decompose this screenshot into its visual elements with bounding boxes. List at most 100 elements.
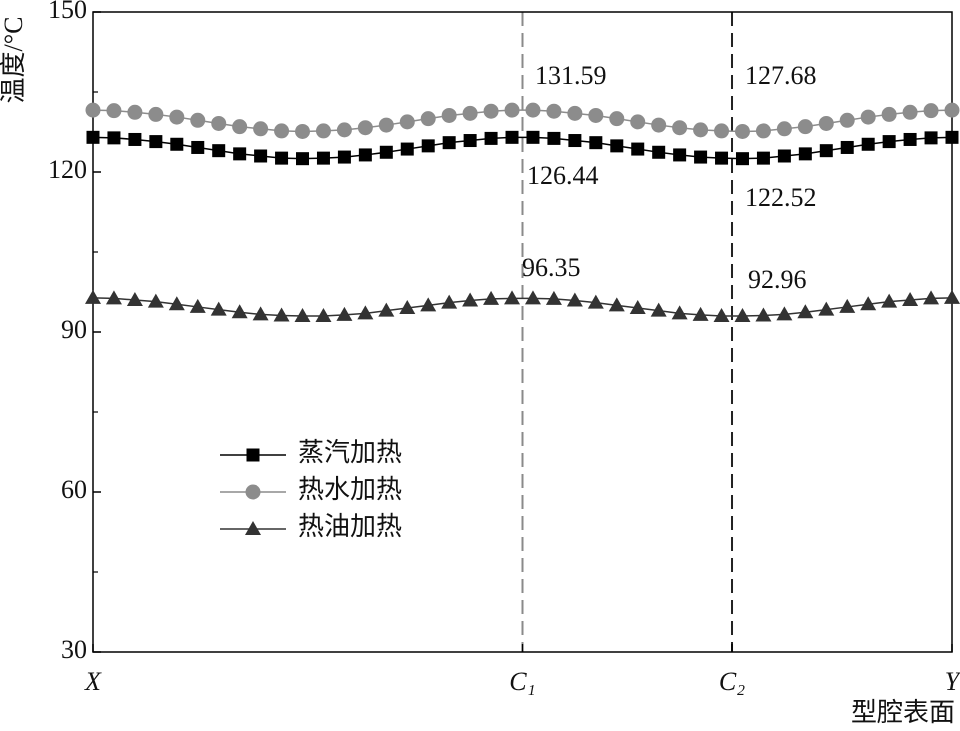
marker xyxy=(315,308,332,322)
marker xyxy=(923,103,939,119)
annotation: 127.68 xyxy=(745,61,817,90)
marker xyxy=(693,122,709,138)
marker xyxy=(462,292,479,307)
annotation: 122.52 xyxy=(745,183,817,212)
marker xyxy=(881,106,897,122)
marker xyxy=(441,294,458,309)
marker xyxy=(211,115,227,131)
marker xyxy=(421,139,435,153)
marker xyxy=(860,296,877,311)
marker xyxy=(379,145,393,159)
marker xyxy=(442,136,456,150)
marker xyxy=(861,137,875,151)
marker xyxy=(672,120,688,136)
marker xyxy=(85,289,101,304)
y-axis-label: 温度/°C xyxy=(0,17,28,104)
marker xyxy=(170,137,184,151)
marker xyxy=(147,293,164,308)
marker xyxy=(231,304,248,319)
marker xyxy=(358,148,372,162)
marker xyxy=(546,103,562,119)
marker xyxy=(190,112,206,128)
marker xyxy=(902,104,918,120)
marker xyxy=(168,296,185,311)
marker xyxy=(399,300,416,314)
marker xyxy=(673,148,687,162)
marker xyxy=(232,119,248,135)
marker xyxy=(692,306,709,321)
marker xyxy=(715,151,729,165)
marker xyxy=(797,304,814,319)
marker xyxy=(840,140,854,154)
marker xyxy=(797,119,813,135)
marker xyxy=(357,120,373,136)
marker xyxy=(86,130,100,144)
marker xyxy=(882,135,896,149)
marker xyxy=(128,132,142,146)
marker xyxy=(254,149,268,163)
marker xyxy=(524,290,541,305)
marker xyxy=(127,104,143,120)
marker xyxy=(337,150,351,164)
marker xyxy=(713,308,730,322)
marker xyxy=(568,134,582,148)
marker xyxy=(819,144,833,158)
marker xyxy=(547,131,561,145)
annotation: 92.96 xyxy=(748,265,807,294)
legend-marker xyxy=(245,484,261,500)
marker xyxy=(610,139,624,153)
marker xyxy=(126,292,143,306)
marker xyxy=(566,292,583,307)
marker xyxy=(839,112,855,128)
marker xyxy=(694,150,708,164)
marker xyxy=(483,290,500,305)
marker xyxy=(631,142,645,156)
marker xyxy=(818,115,834,131)
marker xyxy=(233,147,247,161)
x-tick-label: Y xyxy=(945,667,960,696)
marker xyxy=(420,297,437,312)
marker xyxy=(294,308,311,322)
marker xyxy=(776,306,793,321)
legend-label: 热水加热 xyxy=(298,475,402,504)
legend-marker xyxy=(245,521,261,535)
y-tick-label: 90 xyxy=(61,315,87,344)
marker xyxy=(755,123,771,139)
annotation: 126.44 xyxy=(527,161,599,190)
marker xyxy=(149,135,163,149)
marker xyxy=(189,298,206,313)
marker xyxy=(860,109,876,125)
marker xyxy=(296,152,310,166)
annotation: 96.35 xyxy=(522,253,581,282)
marker xyxy=(462,105,478,121)
marker xyxy=(526,130,540,144)
marker xyxy=(734,123,750,139)
marker xyxy=(378,302,395,317)
marker xyxy=(734,308,751,322)
marker xyxy=(525,102,541,118)
marker xyxy=(798,147,812,161)
marker xyxy=(735,152,749,166)
marker xyxy=(148,106,164,122)
marker xyxy=(944,102,960,118)
marker xyxy=(336,122,352,138)
marker xyxy=(274,123,290,139)
marker xyxy=(777,149,791,163)
marker xyxy=(107,131,121,145)
marker xyxy=(923,290,940,305)
marker xyxy=(630,114,646,130)
marker xyxy=(169,109,185,125)
legend-label: 热油加热 xyxy=(298,512,402,541)
marker xyxy=(275,151,289,165)
marker xyxy=(652,145,666,159)
marker xyxy=(210,301,227,316)
marker xyxy=(881,293,898,308)
marker xyxy=(651,117,667,133)
marker xyxy=(714,123,730,139)
marker xyxy=(212,144,226,158)
y-tick-label: 30 xyxy=(61,635,87,664)
marker xyxy=(818,301,835,316)
marker xyxy=(484,131,498,145)
